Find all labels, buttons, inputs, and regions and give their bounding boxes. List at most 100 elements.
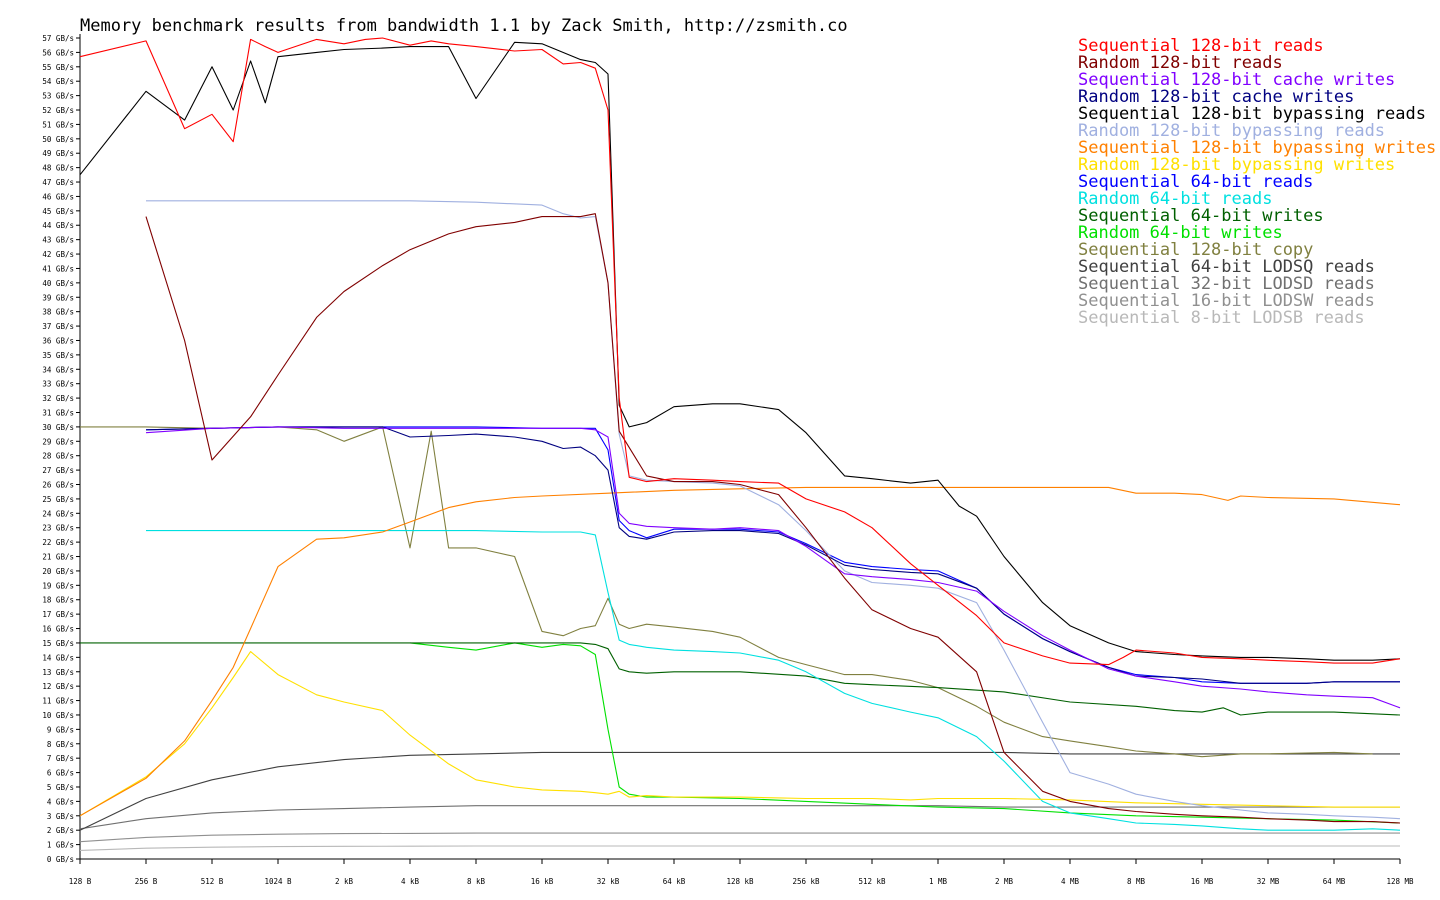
y-tick-label: 7 GB/s <box>47 754 74 763</box>
series-line-13 <box>80 426 1373 758</box>
series-line-12 <box>409 642 1401 824</box>
y-tick-label: 11 GB/s <box>42 697 74 706</box>
series-line-16 <box>79 832 1400 843</box>
legend-item: Random 64-bit writes <box>1078 223 1283 243</box>
y-tick-label: 0 GB/s <box>47 855 74 864</box>
series-line-14 <box>79 751 1400 831</box>
y-tick-label: 55 GB/s <box>42 63 74 72</box>
y-tick-label: 5 GB/s <box>47 783 74 792</box>
series-line-6 <box>146 200 1401 820</box>
legend-item: Sequential 64-bit writes <box>1078 206 1324 226</box>
legend-item: Random 128-bit bypassing writes <box>1078 155 1396 175</box>
legend-item: Sequential 32-bit LODSD reads <box>1078 274 1375 294</box>
series-line-11 <box>80 642 1401 716</box>
y-tick-label: 24 GB/s <box>42 509 74 518</box>
x-tick-label: 64 kB <box>663 877 686 886</box>
chart-title: Memory benchmark results from bandwidth … <box>80 16 848 36</box>
legend-item: Random 64-bit reads <box>1078 189 1273 209</box>
x-tick-label: 16 kB <box>531 877 554 886</box>
axes: 0 GB/s 1 GB/s 2 GB/s 3 GB/s 4 GB/s 5 GB/s 6 GB… <box>42 34 1414 886</box>
y-tick-label: 37 GB/s <box>42 322 74 331</box>
y-tick-label: 42 GB/s <box>42 250 74 259</box>
y-tick-label: 57 GB/s <box>42 34 74 43</box>
y-tick-label: 2 GB/s <box>47 826 74 835</box>
x-tick-label: 256 B <box>135 877 158 886</box>
x-tick-label: 128 kB <box>726 877 754 886</box>
y-tick-label: 18 GB/s <box>42 596 74 605</box>
x-tick-label: 2 kB <box>335 877 354 886</box>
legend-item: Sequential 8-bit LODSB reads <box>1078 308 1365 328</box>
y-tick-label: 36 GB/s <box>42 336 74 345</box>
y-tick-label: 16 GB/s <box>42 625 74 634</box>
series-line-1 <box>79 37 1401 666</box>
x-tick-label: 4 kB <box>401 877 420 886</box>
x-tick-label: 1 MB <box>929 877 948 886</box>
y-tick-label: 8 GB/s <box>47 740 74 749</box>
legend-item: Random 128-bit cache writes <box>1078 87 1355 107</box>
series-line-8 <box>79 651 1400 817</box>
legend-item: Sequential 64-bit LODSQ reads <box>1078 257 1375 277</box>
x-tick-label: 128 B <box>69 877 92 886</box>
y-tick-label: 43 GB/s <box>42 236 74 245</box>
series-layer <box>79 37 1401 851</box>
y-tick-label: 46 GB/s <box>42 192 74 201</box>
y-tick-label: 44 GB/s <box>42 221 74 230</box>
y-tick-label: 32 GB/s <box>42 394 74 403</box>
x-tick-label: 128 MB <box>1386 877 1414 886</box>
series-line-17 <box>79 845 1400 851</box>
y-tick-label: 41 GB/s <box>42 264 74 273</box>
y-tick-label: 34 GB/s <box>42 365 74 374</box>
x-tick-label: 8 kB <box>467 877 486 886</box>
y-tick-label: 1 GB/s <box>47 841 74 850</box>
y-tick-label: 52 GB/s <box>42 106 74 115</box>
y-tick-label: 12 GB/s <box>42 682 74 691</box>
y-tick-label: 15 GB/s <box>42 639 74 648</box>
x-tick-label: 1024 B <box>264 877 292 886</box>
y-tick-label: 50 GB/s <box>42 135 74 144</box>
series-line-3 <box>145 426 1401 709</box>
legend-item: Sequential 128-bit cache writes <box>1078 70 1396 90</box>
legend-item: Sequential 128-bit bypassing reads <box>1078 104 1426 124</box>
legend-item: Sequential 16-bit LODSW reads <box>1078 291 1375 311</box>
series-line-4 <box>145 426 1400 684</box>
y-tick-label: 33 GB/s <box>42 380 74 389</box>
x-tick-label: 2 MB <box>995 877 1014 886</box>
y-tick-label: 23 GB/s <box>42 524 74 533</box>
y-tick-label: 25 GB/s <box>42 495 74 504</box>
series-line-7 <box>79 486 1401 817</box>
x-tick-label: 512 B <box>201 877 224 886</box>
y-tick-label: 6 GB/s <box>47 769 74 778</box>
x-tick-label: 64 MB <box>1323 877 1346 886</box>
x-tick-label: 4 MB <box>1061 877 1080 886</box>
y-tick-label: 26 GB/s <box>42 481 74 490</box>
y-tick-label: 39 GB/s <box>42 293 74 302</box>
series-line-15 <box>79 805 1400 830</box>
y-tick-label: 35 GB/s <box>42 351 74 360</box>
y-tick-label: 38 GB/s <box>42 308 74 317</box>
legend-item: Sequential 128-bit bypassing writes <box>1078 138 1437 158</box>
series-line-10 <box>146 530 1401 831</box>
legend-item: Sequential 128-bit reads <box>1078 36 1324 56</box>
y-tick-label: 9 GB/s <box>47 725 74 734</box>
x-tick-label: 512 kB <box>858 877 886 886</box>
x-tick-label: 32 MB <box>1257 877 1280 886</box>
y-tick-label: 30 GB/s <box>42 423 74 432</box>
legend-item: Sequential 128-bit copy <box>1078 240 1314 260</box>
series-line-9 <box>145 426 1400 684</box>
y-tick-label: 47 GB/s <box>42 178 74 187</box>
series-line-2 <box>145 213 1401 824</box>
y-tick-label: 48 GB/s <box>42 164 74 173</box>
y-tick-label: 4 GB/s <box>47 797 74 806</box>
legend-item: Random 128-bit reads <box>1078 53 1283 73</box>
y-tick-label: 31 GB/s <box>42 408 74 417</box>
y-tick-label: 22 GB/s <box>42 538 74 547</box>
y-tick-label: 21 GB/s <box>42 553 74 562</box>
x-tick-label: 32 kB <box>597 877 620 886</box>
y-tick-label: 27 GB/s <box>42 466 74 475</box>
y-tick-label: 20 GB/s <box>42 567 74 576</box>
y-tick-label: 13 GB/s <box>42 668 74 677</box>
y-tick-label: 28 GB/s <box>42 452 74 461</box>
y-tick-label: 53 GB/s <box>42 92 74 101</box>
y-tick-label: 56 GB/s <box>42 48 74 57</box>
